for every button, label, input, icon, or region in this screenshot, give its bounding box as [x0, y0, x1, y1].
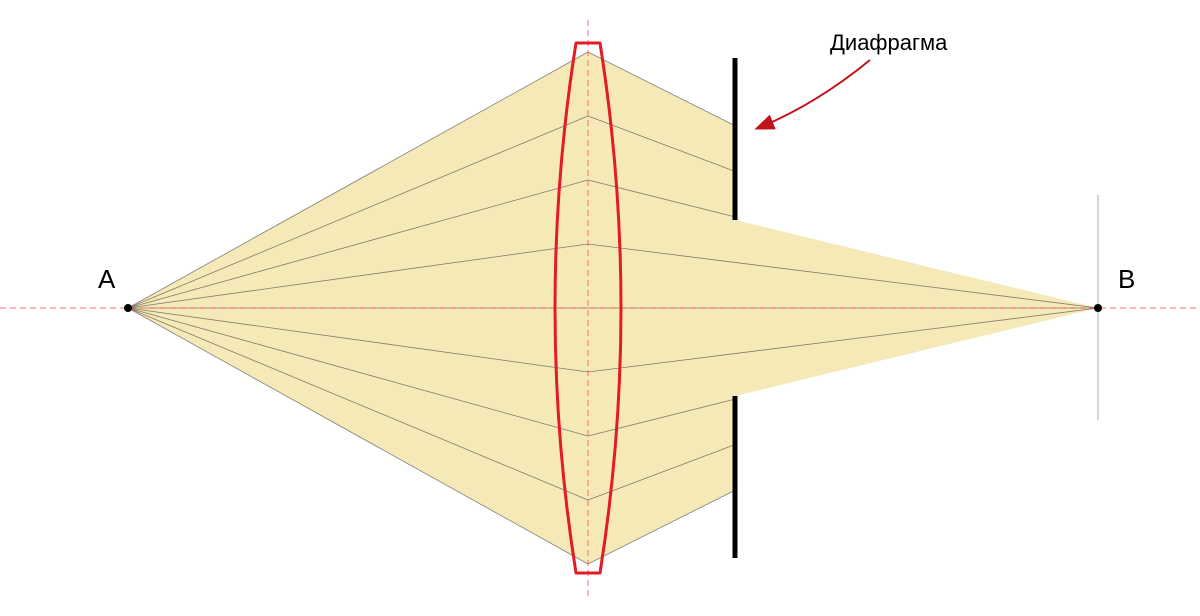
point-a — [124, 304, 132, 312]
label-b: B — [1118, 264, 1135, 294]
label-a: A — [98, 264, 116, 294]
aperture-label: Диафрагма — [830, 30, 948, 55]
point-b — [1094, 304, 1102, 312]
aperture-arrow — [758, 60, 870, 128]
